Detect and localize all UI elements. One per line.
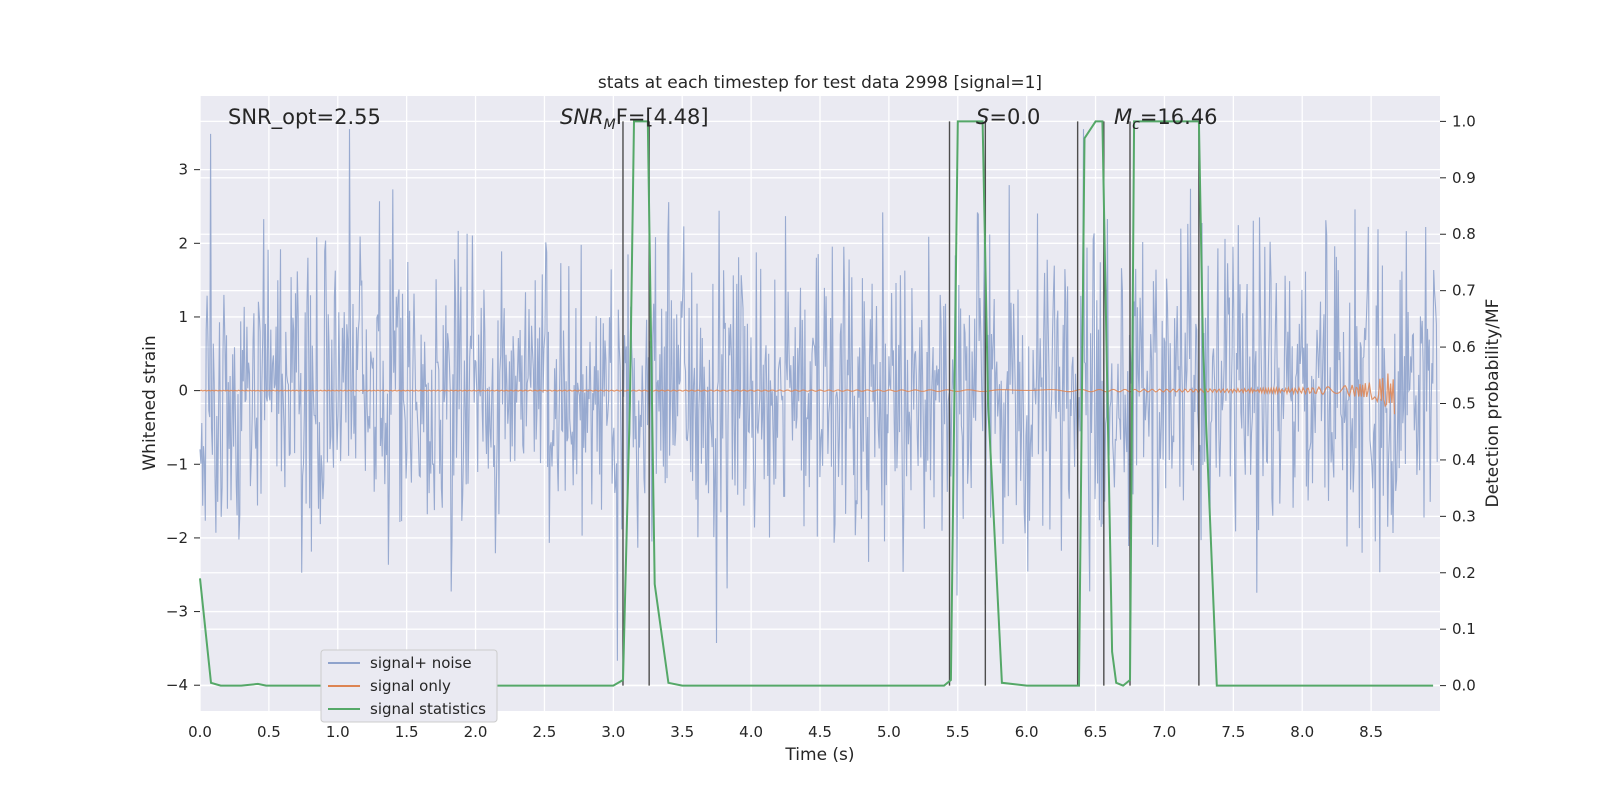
y-tick-label: 1 (178, 308, 188, 326)
x-tick-label: 1.0 (326, 723, 350, 741)
y2-tick-label: 0.4 (1452, 451, 1476, 469)
annotation-snr-mf: SNRMF=[4.48] (560, 105, 709, 133)
y-tick-label: 0 (178, 382, 188, 400)
annotation-snr-mf-value: F=[4.48] (616, 105, 709, 129)
x-tick-label: 6.0 (1015, 723, 1039, 741)
x-tick-label: 2.0 (464, 723, 488, 741)
y-tick-label: −4 (166, 676, 188, 694)
signal-line (199, 373, 1396, 415)
x-tick-label: 5.0 (877, 723, 901, 741)
y2-tick-label: 0.5 (1452, 395, 1476, 413)
x-tick-label: 4.0 (739, 723, 763, 741)
x-tick-label: 0.0 (188, 723, 212, 741)
annotation-snr-opt: SNR_opt=2.55 (228, 105, 381, 130)
y2-tick-label: 0.0 (1452, 677, 1476, 695)
y-tick-label: −2 (166, 529, 188, 547)
y2-tick-label: 0.2 (1452, 564, 1476, 582)
plot-title: stats at each timestep for test data 299… (598, 73, 1042, 93)
annotation-s-base: S (976, 105, 989, 129)
x-tick-label: 2.5 (533, 723, 557, 741)
y-axis-label: Whitened strain (140, 335, 160, 470)
x-tick-label: 7.5 (1221, 723, 1245, 741)
x-axis-label: Time (s) (784, 745, 854, 765)
y2-tick-label: 0.3 (1452, 507, 1476, 525)
annotation-mc-base: M (1114, 105, 1132, 129)
annotation-s: S=0.0 (976, 105, 1040, 129)
x-tick-label: 0.5 (257, 723, 281, 741)
signal-statistics-series (199, 120, 1434, 687)
annotation-mc-sub: c (1132, 117, 1140, 133)
x-tick-label: 1.5 (395, 723, 419, 741)
y2-tick-label: 0.6 (1452, 338, 1476, 356)
y2-tick-label: 0.8 (1452, 225, 1476, 243)
x-tick-label: 7.0 (1153, 723, 1177, 741)
legend: signal+ noise signal only signal statist… (320, 649, 498, 723)
signal-noise-series (199, 129, 1438, 661)
legend-label-noise: signal+ noise (370, 654, 472, 672)
x-tick-label: 8.0 (1290, 723, 1314, 741)
x-tick-label: 5.5 (946, 723, 970, 741)
annotation-mc: Mc=16.46 (1114, 105, 1218, 133)
x-tick-label: 6.5 (1084, 723, 1108, 741)
y-tick-label: −1 (166, 455, 188, 473)
x-tick-label: 3.0 (601, 723, 625, 741)
tick-labels: 0.0 0.5 1.0 1.5 2.0 2.5 3.0 3.5 4.0 4.5 5.0 5.5 6.0 6… (166, 112, 1476, 741)
annotation-s-value: =0.0 (989, 105, 1040, 129)
signal-only-series (199, 373, 1396, 415)
legend-label-signal: signal only (370, 677, 451, 695)
y2-tick-label: 0.9 (1452, 169, 1476, 187)
y-tick-label: 2 (178, 234, 188, 252)
x-tick-label: 4.5 (808, 723, 832, 741)
y2-tick-label: 1.0 (1452, 112, 1476, 130)
legend-label-stats: signal statistics (370, 700, 486, 718)
stats-line (199, 120, 1434, 687)
x-tick-label: 3.5 (670, 723, 694, 741)
annotation-snr-mf-base: SNR (560, 105, 604, 129)
y2-tick-label: 0.1 (1452, 620, 1476, 638)
x-tick-label: 8.5 (1359, 723, 1383, 741)
y2-axis-label: Detection probability/MF (1483, 299, 1503, 508)
legend-box (320, 649, 498, 723)
y-tick-label: −3 (166, 603, 188, 621)
y-tick-label: 3 (178, 161, 188, 179)
annotation-snr-mf-sub: M (604, 117, 616, 133)
annotation-mc-value: =16.46 (1140, 105, 1218, 129)
y2-tick-label: 0.7 (1452, 282, 1476, 300)
noise-line (199, 129, 1438, 661)
